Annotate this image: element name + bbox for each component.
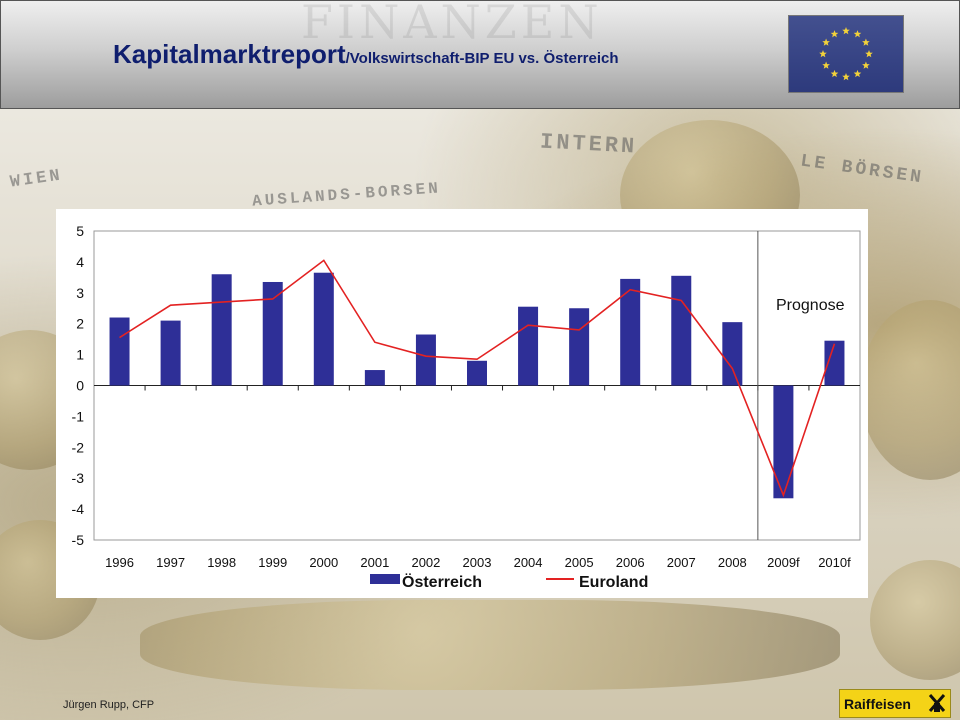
legend-label-oesterreich: Österreich: [402, 572, 482, 591]
x-axis-labels: 1996 1997 1998 1999 2000 2001 2002 2003 2004 2005…: [105, 555, 851, 570]
bar-2001: [364, 370, 385, 386]
x-tick-label-1999: 1999: [258, 555, 287, 570]
y-tick-label: -2: [72, 439, 85, 455]
bar-1999: [262, 281, 283, 386]
y-tick-label: -1: [72, 408, 85, 424]
prognose-annotation: Prognose: [776, 297, 845, 314]
bar-1997: [160, 320, 181, 386]
star-icon: [842, 73, 850, 81]
page-title-sub: /Volkswirtschaft-BIP EU vs. Österreich: [345, 50, 619, 67]
star-icon: [830, 69, 839, 78]
x-tick-label-1997: 1997: [156, 555, 185, 570]
x-tick-label-2007: 2007: [667, 555, 696, 570]
x-tick-label-2005: 2005: [565, 555, 594, 570]
star-icon: [862, 61, 870, 69]
bar-2008: [722, 322, 743, 386]
bar-2009f: [773, 385, 794, 499]
star-icon: [853, 69, 862, 78]
bar-2000: [313, 272, 334, 386]
raiffeisen-logo: Raiffeisen: [839, 689, 951, 718]
bar-2002: [415, 334, 436, 386]
x-tick-label-2008: 2008: [718, 555, 747, 570]
bar-2006: [620, 278, 641, 386]
star-icon: [822, 61, 830, 69]
background-text-wien: WIEN: [8, 166, 64, 193]
chart-legend: Österreich Euroland: [370, 572, 648, 591]
y-tick-label: -4: [72, 501, 85, 517]
star-icon: [822, 38, 830, 46]
coin-decoration: [140, 600, 840, 690]
series-euroland-line: [119, 259, 836, 498]
x-tick-label-2010f: 2010f: [818, 555, 851, 570]
background-text-boersen: LE BÖRSEN: [799, 151, 926, 189]
bar-2003: [467, 360, 487, 386]
x-tick-label-2000: 2000: [309, 555, 338, 570]
eu-flag-stars: [819, 27, 873, 81]
x-tick-label-2006: 2006: [616, 555, 645, 570]
y-tick-label: 1: [76, 347, 84, 363]
y-axis-labels: 5 4 3 2 1 0 -1 -2 -3 -4 -5: [72, 223, 85, 548]
footer-author: Jürgen Rupp, CFP: [63, 699, 155, 711]
y-tick-label: -5: [72, 532, 85, 548]
x-tick-label-2009f: 2009f: [767, 555, 800, 570]
legend-swatch-oesterreich: [370, 574, 400, 584]
page-title-main: Kapitalmarktreport: [113, 39, 346, 69]
bar-1998: [211, 274, 232, 386]
bar-2010f: [824, 340, 845, 386]
eu-flag-icon: [788, 15, 904, 93]
star-icon: [862, 38, 870, 46]
series-oesterreich-bars: [109, 272, 845, 499]
coin-decoration: [870, 560, 960, 680]
background-text-intern: INTERN: [539, 129, 638, 160]
page-title: Kapitalmarktreport/Volkswirtschaft-BIP E…: [113, 39, 619, 70]
x-tick-label-2002: 2002: [411, 555, 440, 570]
background-text-auslands: AUSLANDS-BORSEN: [251, 179, 442, 211]
x-tick-label-2001: 2001: [360, 555, 389, 570]
star-icon: [830, 30, 839, 38]
coin-decoration: [860, 300, 960, 480]
star-icon: [819, 50, 827, 58]
star-icon: [842, 27, 850, 35]
chart-panel: 5 4 3 2 1 0 -1 -2 -3 -4 -5 Prognose 1996 1997 1998 19…: [56, 209, 868, 598]
x-tick-label-1998: 1998: [207, 555, 236, 570]
y-tick-label: 3: [76, 285, 84, 301]
raiffeisen-gable-icon: [928, 694, 946, 712]
x-tick-label-2003: 2003: [463, 555, 492, 570]
star-icon: [865, 50, 873, 58]
y-tick-label: -3: [72, 470, 85, 486]
y-tick-label: 2: [76, 316, 84, 332]
logo-text: Raiffeisen: [844, 696, 911, 712]
y-tick-label: 0: [76, 378, 84, 394]
bar-2005: [569, 308, 590, 386]
legend-label-euroland: Euroland: [579, 574, 648, 591]
x-tick-label-2004: 2004: [514, 555, 543, 570]
x-axis-ticks: [144, 385, 810, 391]
x-tick-label-1996: 1996: [105, 555, 134, 570]
bar-2007: [671, 275, 692, 386]
star-icon: [853, 30, 862, 38]
header-watermark: FINANZEN: [301, 0, 603, 49]
header-bar: FINANZEN Kapitalmarktreport/Volkswirtsch…: [0, 0, 960, 109]
y-tick-label: 4: [76, 254, 84, 270]
bar-2004: [518, 306, 539, 386]
bar-1996: [109, 317, 130, 386]
y-tick-label: 5: [76, 223, 84, 239]
